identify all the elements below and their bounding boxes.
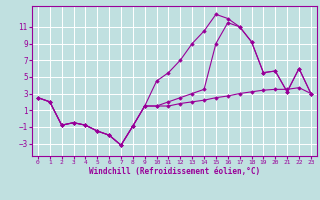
- X-axis label: Windchill (Refroidissement éolien,°C): Windchill (Refroidissement éolien,°C): [89, 167, 260, 176]
